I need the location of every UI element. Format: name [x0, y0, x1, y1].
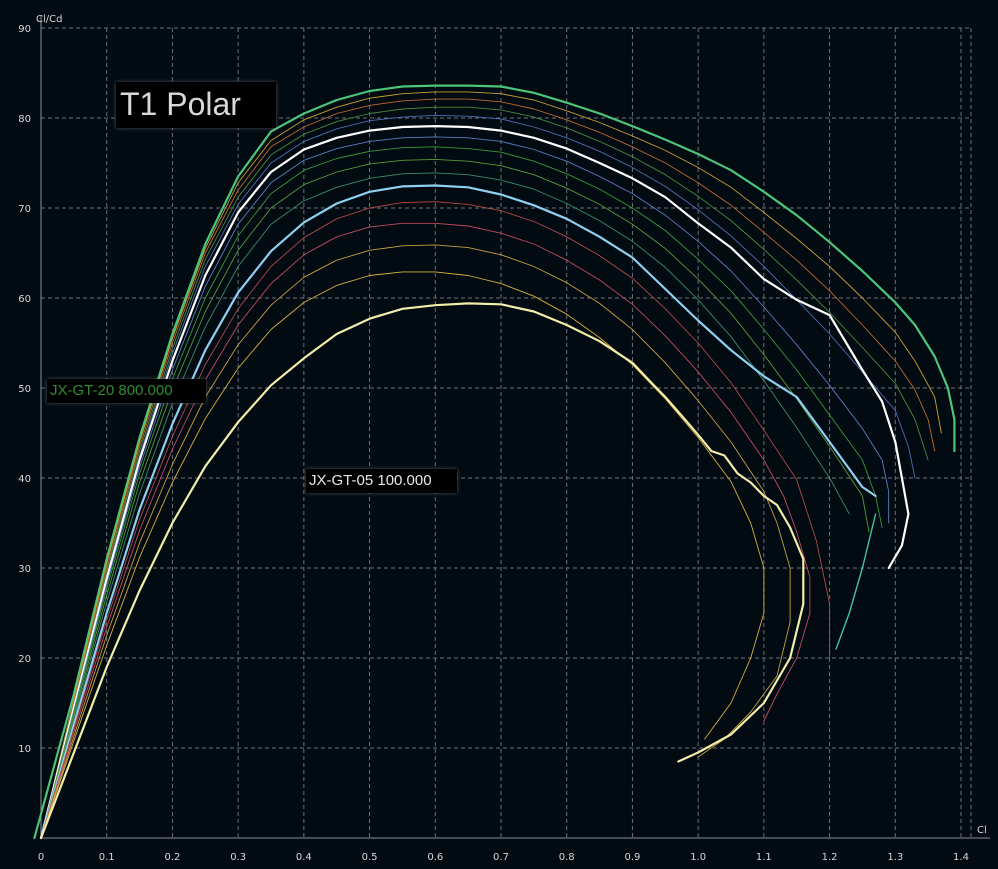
x-tick-label: 0.8	[559, 852, 575, 863]
tick-labels: 0 0.1 0.2 0.3 0.4 0.5 0.6 0.7 0.8 0.9 1.0 1.1 1.2 1.3…	[18, 24, 969, 863]
series-line-1	[40, 91, 942, 839]
x-axis-title: Cl	[977, 825, 987, 836]
y-tick-label: 60	[18, 294, 31, 305]
series-line-10	[835, 513, 877, 650]
x-tick-label: 0.4	[296, 852, 312, 863]
axes	[40, 16, 990, 839]
series-line-7	[40, 146, 883, 839]
series-line-8	[40, 158, 870, 839]
y-tick-label: 80	[18, 114, 31, 125]
chart-title: T1 Polar	[120, 86, 241, 122]
series-line-13	[40, 222, 811, 839]
series-line-14	[40, 244, 791, 839]
curve-label-jx-gt-20: JX-GT-20 800.000	[47, 379, 206, 403]
x-tick-label: 1.0	[690, 852, 706, 863]
x-tick-label: 0.6	[427, 852, 443, 863]
x-tick-label: 1.2	[822, 852, 838, 863]
x-tick-label: 0.7	[493, 852, 509, 863]
x-tick-label: 0.9	[624, 852, 640, 863]
x-tick-label: 1.1	[756, 852, 772, 863]
series-line-16	[39, 302, 805, 840]
series-line-3	[40, 106, 929, 839]
chart-title-box: T1 Polar	[116, 82, 276, 128]
series-line-11	[39, 184, 877, 840]
x-tick-label: 1.3	[887, 852, 903, 863]
series-line-6	[40, 136, 890, 839]
x-tick-label: 0.5	[362, 852, 378, 863]
x-tick-label: 0.1	[99, 852, 115, 863]
y-tick-label: 70	[18, 204, 31, 215]
series-line-5	[39, 125, 910, 840]
y-tick-label: 10	[18, 744, 31, 755]
y-tick-label: 40	[18, 474, 31, 485]
x-tick-label: 1.4	[953, 852, 969, 863]
y-tick-label: 90	[18, 24, 31, 35]
y-axis-title: Cl/Cd	[36, 14, 62, 25]
series-lines	[33, 84, 956, 840]
x-tick-label: 0.2	[164, 852, 180, 863]
series-line-15	[40, 271, 765, 839]
y-tick-label: 50	[18, 384, 31, 395]
y-tick-label: 20	[18, 654, 31, 665]
curve-label-jx-gt-05: JX-GT-05 100.000	[306, 469, 457, 493]
series-line-12	[40, 201, 831, 839]
series-line-0	[33, 84, 956, 840]
series-line-2	[40, 98, 936, 839]
x-tick-label: 0.3	[230, 852, 246, 863]
y-tick-label: 30	[18, 564, 31, 575]
x-tick-label: 0	[38, 852, 44, 863]
series-line-4	[40, 114, 916, 839]
